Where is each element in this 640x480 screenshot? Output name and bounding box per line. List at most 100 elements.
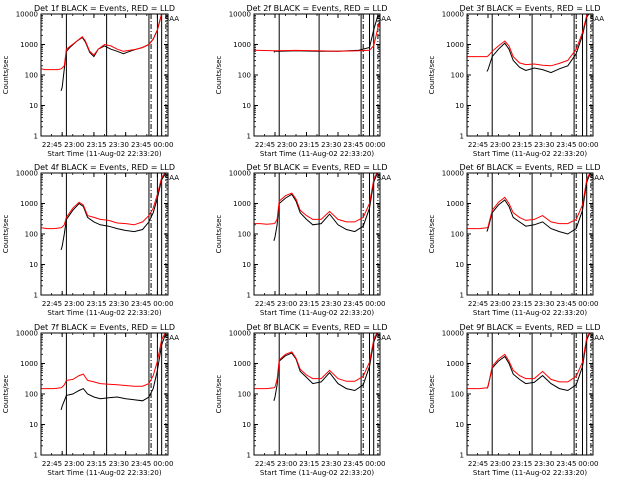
y-axis-label: Counts/sec [428,56,436,95]
y-tick-label: 1 [247,133,251,141]
x-tick-label: 23:30 [534,141,554,149]
y-axis-label: Counts/sec [2,56,10,95]
y-tick-label: 1000 [446,41,464,49]
x-axis-label: Start Time (11-Aug-02 22:33:20) [260,469,374,477]
chart-title: Det 5f BLACK = Events, RED = LLD [246,163,387,172]
y-tick-label: 1 [34,133,38,141]
y-tick-label: 1000 [20,360,38,368]
series-line-events [60,333,167,411]
event-markers [491,173,592,295]
x-axis-label: Start Time (11-Aug-02 22:33:20) [473,150,587,158]
series-line-events [273,15,379,53]
chart-panel-3: Det 3f BLACK = Events, RED = LLD Counts/s… [428,4,605,158]
x-tick-label: 23:45 [131,460,151,468]
y-tick-label: 10 [242,102,251,110]
x-tick-label: 23:15 [299,300,319,308]
chart-panel-5: Det 5f BLACK = Events, RED = LLD Counts/s… [215,163,391,317]
series-line-lld [254,333,380,390]
data-series [41,173,168,251]
x-tick-label: 22:45 [42,141,62,149]
chart-panel-7: Det 7f BLACK = Events, RED = LLD Counts/s… [2,323,179,477]
x-tick-label: 00:00 [365,300,385,308]
series-line-lld [41,173,168,230]
y-tick-label: 10 [455,102,464,110]
series-line-lld [254,173,380,225]
plot-frame [40,172,169,296]
x-tick-label: 23:45 [556,460,576,468]
chart-title: Det 3f BLACK = Events, RED = LLD [459,4,600,13]
x-tick-label: 23:30 [534,300,554,308]
x-tick-label: 00:00 [578,141,598,149]
y-tick-label: 1000 [233,41,251,49]
data-series [467,333,593,392]
x-tick-label: 00:00 [365,460,385,468]
y-tick-label: 1000 [20,200,38,208]
y-tick-label: 100 [238,231,251,239]
saa-flag: SAA [165,174,180,182]
x-tick-label: 23:45 [131,300,151,308]
y-axis-label: Counts/sec [428,375,436,414]
y-axis-label: Counts/sec [215,56,223,95]
y-tick-label: 10 [242,421,251,429]
series-line-lld [467,14,593,67]
y-tick-label: 1 [34,292,38,300]
y-tick-label: 1 [247,292,251,300]
chart-title: Det 7f BLACK = Events, RED = LLD [34,323,175,332]
y-tick-label: 1000 [446,200,464,208]
x-tick-label: 23:30 [534,460,554,468]
y-axis-label: Counts/sec [428,215,436,254]
x-tick-label: 23:30 [321,460,341,468]
x-tick-label: 23:00 [490,141,510,149]
y-tick-label: 10000 [442,11,464,19]
plot-frame [466,332,594,456]
y-tick-label: 100 [238,72,251,80]
x-tick-label: 23:45 [343,141,363,149]
series-line-events [486,333,591,392]
y-tick-label: 100 [451,72,464,80]
chart-panel-6: Det 6f BLACK = Events, RED = LLD Counts/s… [428,163,604,317]
data-series [467,173,593,235]
x-axis-label: Start Time (11-Aug-02 22:33:20) [260,150,374,158]
event-markers [278,173,379,295]
saa-flag: SAA [377,15,392,23]
plot-frame [253,172,381,296]
series-line-lld [467,333,593,390]
saa-flag: SAA [377,334,392,342]
y-tick-label: 100 [25,231,38,239]
x-axis-label: Start Time (11-Aug-02 22:33:20) [47,150,161,158]
x-tick-label: 23:00 [64,300,84,308]
x-tick-label: 23:45 [556,141,576,149]
saa-flag: SAA [590,15,605,23]
x-tick-label: 00:00 [578,460,598,468]
y-axis-label: Counts/sec [2,215,10,254]
x-tick-label: 23:15 [512,141,532,149]
x-tick-label: 23:00 [277,141,297,149]
x-tick-label: 23:15 [512,300,532,308]
data-series [254,173,380,241]
series-line-lld [467,173,593,230]
x-axis-label: Start Time (11-Aug-02 22:33:20) [47,469,161,477]
chart-panel-9: Det 9f BLACK = Events, RED = LLD Counts/s… [428,323,604,477]
x-tick-label: 23:15 [86,141,106,149]
x-tick-label: 00:00 [153,141,173,149]
x-tick-label: 23:00 [64,141,84,149]
y-tick-label: 100 [451,391,464,399]
y-tick-label: 10000 [16,330,38,338]
chart-title: Det 6f BLACK = Events, RED = LLD [459,163,600,172]
plot-frame [40,332,169,456]
event-markers [491,333,592,455]
chart-title: Det 2f BLACK = Events, RED = LLD [246,4,387,13]
plot-frame [466,13,594,137]
y-tick-label: 1000 [233,360,251,368]
x-tick-label: 22:45 [468,460,488,468]
y-tick-label: 10 [242,261,251,269]
y-tick-label: 10000 [229,330,251,338]
series-line-lld [41,333,168,390]
y-tick-label: 1000 [233,200,251,208]
y-tick-label: 1 [460,452,464,460]
event-markers [278,14,379,136]
series-line-lld [254,19,380,52]
chart-panel-8: Det 8f BLACK = Events, RED = LLD Counts/s… [215,323,392,477]
chart-title: Det 4f BLACK = Events, RED = LLD [34,163,175,172]
chart-panel-4: Det 4f BLACK = Events, RED = LLD Counts/s… [2,163,180,317]
